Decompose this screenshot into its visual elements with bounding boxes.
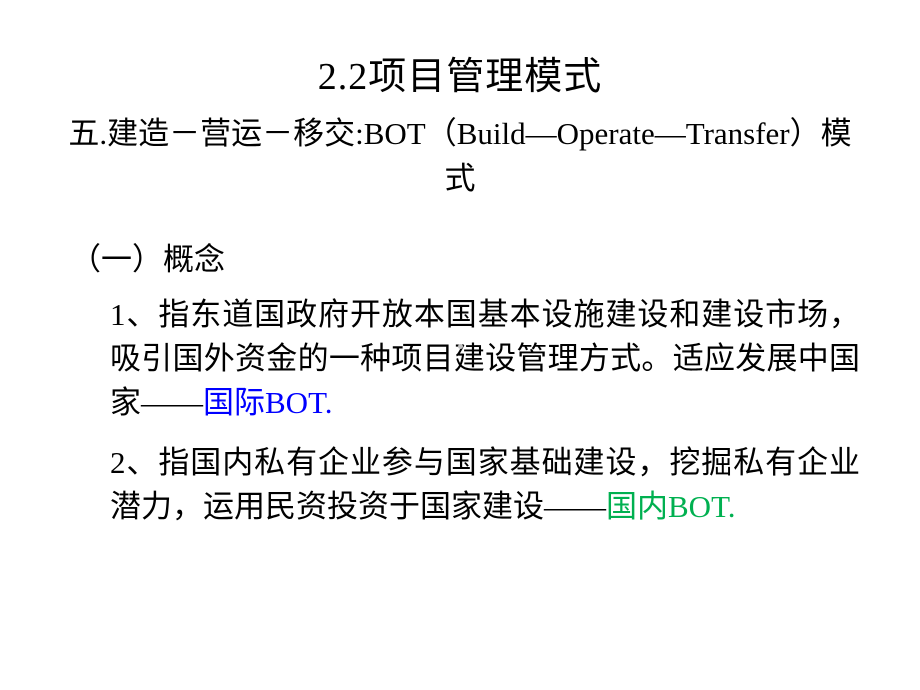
paragraph-2: 2、指国内私有企业参与国家基础建设，挖掘私有企业潜力，运用民资投资于国家建设――… [60,441,860,529]
paragraph-1-highlight: 国际BOT. [203,385,332,420]
paragraph-1: 1、指东道国政府开放本国基本设施建设和建设市场，吸引国外资金的一种项目建设管理方… [60,293,860,425]
slide-container: 2.2项目管理模式 五.建造－营运－移交:BOT（Build—Operate—T… [0,0,920,690]
paragraph-2-text: 2、指国内私有企业参与国家基础建设，挖掘私有企业潜力，运用民资投资于国家建设―― [110,445,860,524]
section-header: （一）概念 [60,234,860,279]
watermark-dot [458,344,463,349]
paragraph-2-highlight: 国内BOT. [606,489,735,524]
slide-subtitle: 五.建造－营运－移交:BOT（Build—Operate—Transfer）模式 [60,112,860,202]
slide-title: 2.2项目管理模式 [60,45,860,100]
